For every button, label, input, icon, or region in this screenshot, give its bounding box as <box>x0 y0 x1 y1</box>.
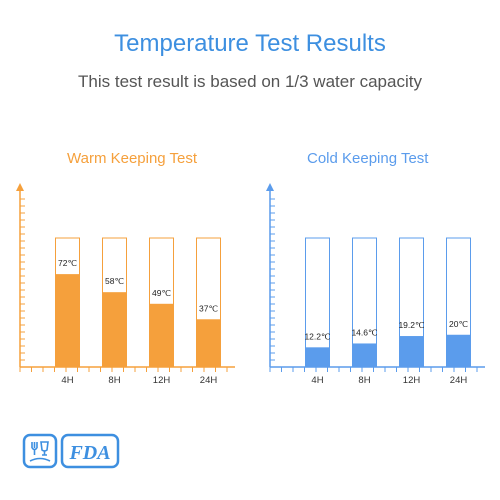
cold-data-label: 14.6℃ <box>351 327 378 337</box>
cold-data-label: 20℃ <box>449 319 468 329</box>
warm-category-label: 12H <box>153 375 171 386</box>
warm-data-label: 72℃ <box>58 258 77 268</box>
cold-chart-title: Cold Keeping Test <box>307 150 429 167</box>
warm-category-label: 4H <box>61 375 73 386</box>
cold-category-label: 12H <box>403 375 421 386</box>
warm-bar <box>55 274 80 367</box>
warm-keeping-chart: 72℃ 4H 58℃ 8H 49℃ 12H 37℃ 24H <box>16 183 235 386</box>
warm-y-axis-arrow <box>16 183 24 191</box>
certification-badges: FDA <box>22 432 122 472</box>
warm-bar <box>102 292 127 367</box>
page-subtitle: This test result is based on 1/3 water c… <box>78 72 422 91</box>
cold-y-axis-arrow <box>266 183 274 191</box>
cold-bar <box>446 334 471 367</box>
warm-data-label: 58℃ <box>105 276 124 286</box>
cold-bar <box>305 347 330 367</box>
cold-bar <box>352 343 377 367</box>
warm-data-label: 49℃ <box>152 288 171 298</box>
warm-data-label: 37℃ <box>199 303 218 313</box>
food-safe-icon <box>22 433 58 469</box>
cold-category-label: 24H <box>450 375 468 386</box>
warm-bar <box>149 303 174 367</box>
cold-category-label: 8H <box>358 375 370 386</box>
cold-category-label: 4H <box>311 375 323 386</box>
fda-label: FDA <box>68 442 110 464</box>
warm-bar <box>196 319 221 367</box>
cold-keeping-chart: 12.2℃ 4H 14.6℃ 8H 19.2℃ 12H 20℃ 24H <box>266 183 485 386</box>
fda-icon: FDA <box>60 433 120 469</box>
warm-category-label: 24H <box>200 375 218 386</box>
warm-category-label: 8H <box>108 375 120 386</box>
warm-chart-title: Warm Keeping Test <box>67 150 198 167</box>
cold-data-label: 12.2℃ <box>304 331 331 341</box>
page-title: Temperature Test Results <box>114 30 386 57</box>
cold-bar <box>399 336 424 367</box>
cold-data-label: 19.2℃ <box>398 320 425 330</box>
